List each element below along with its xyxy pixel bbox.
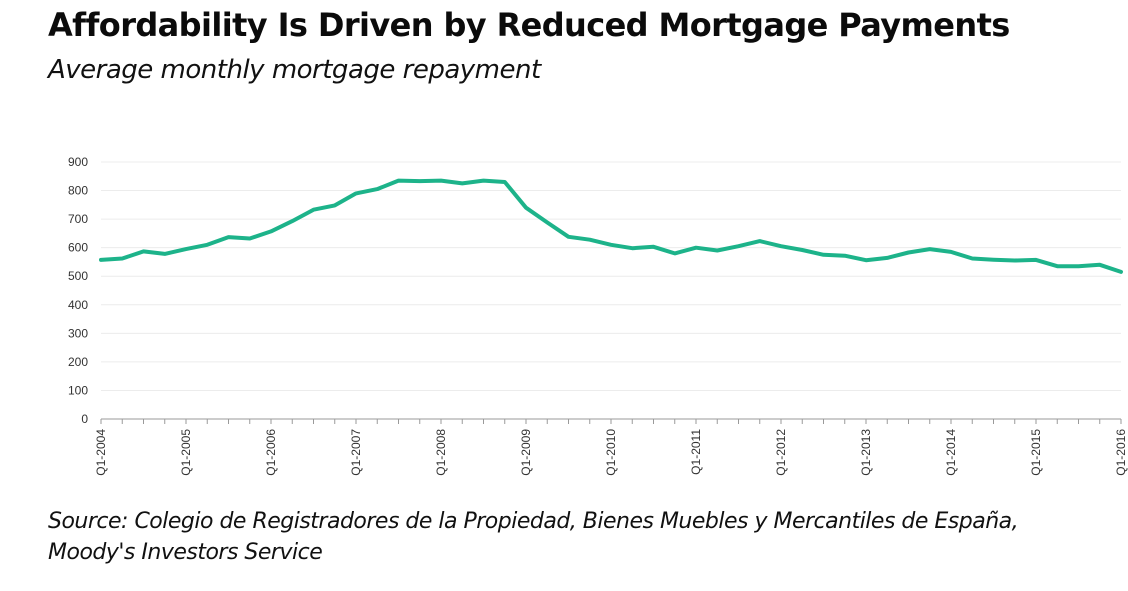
y-tick-label: 0: [81, 412, 88, 426]
x-tick-label: Q1-2010: [604, 429, 618, 476]
x-axis: Q1-2004 Q1-2005 Q1-2006 Q1-2007 Q1-2008 Q1-20…: [94, 418, 1128, 476]
y-tick-label: 400: [68, 298, 88, 312]
y-tick-label: 800: [68, 184, 88, 198]
x-tick-label: Q1-2016: [1114, 429, 1128, 476]
x-tick-label: Q1-2007: [349, 429, 363, 476]
x-tick-label: Q1-2011: [689, 429, 703, 475]
source-line-2: Moody's Investors Service: [48, 540, 323, 565]
source-line-1: Source: Colegio de Registradores de la P…: [48, 509, 1019, 534]
x-tick-label: Q1-2004: [94, 429, 108, 476]
x-tick-label: Q1-2005: [179, 429, 193, 476]
y-tick-label: 200: [68, 355, 88, 369]
source-note: Source: Colegio de Registradores de la P…: [48, 506, 1019, 568]
x-tick-label: Q1-2012: [774, 429, 788, 476]
line-chart: 0 100 200 300 400 500 600 700 800 900 Q1-2004 Q1-2…: [68, 155, 1128, 476]
y-axis: 0 100 200 300 400 500 600 700 800 900: [68, 155, 88, 426]
x-tick-label: Q1-2006: [264, 429, 278, 476]
y-tick-label: 700: [68, 212, 88, 226]
y-tick-label: 300: [68, 326, 88, 340]
y-tick-label: 600: [68, 241, 88, 255]
x-tick-label: Q1-2013: [859, 429, 873, 476]
y-tick-label: 500: [68, 269, 88, 283]
y-tick-label: 900: [68, 155, 88, 169]
y-tick-label: 100: [68, 383, 88, 397]
chart-subtitle: Average monthly mortgage repayment: [48, 55, 541, 85]
x-tick-label: Q1-2015: [1029, 429, 1043, 476]
x-tick-label: Q1-2009: [519, 429, 533, 476]
chart-title: Affordability Is Driven by Reduced Mortg…: [48, 6, 1010, 44]
x-tick-label: Q1-2014: [944, 429, 958, 476]
gridlines: [101, 161, 1121, 391]
series-line-mortgage-repayment: [99, 178, 1123, 274]
x-tick-label: Q1-2008: [434, 429, 448, 476]
